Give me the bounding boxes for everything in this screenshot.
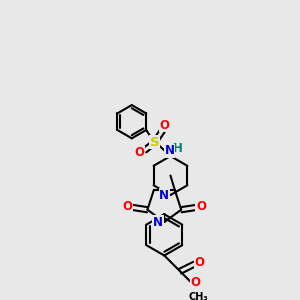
Text: O: O xyxy=(194,256,204,269)
Text: N: N xyxy=(165,144,175,158)
Text: CH₃: CH₃ xyxy=(188,292,208,300)
Text: S: S xyxy=(150,136,160,149)
Text: N: N xyxy=(159,188,169,202)
Text: O: O xyxy=(123,200,133,212)
Text: O: O xyxy=(159,118,170,132)
Text: O: O xyxy=(196,200,206,212)
Text: O: O xyxy=(191,276,201,289)
Text: N: N xyxy=(153,215,163,229)
Text: O: O xyxy=(135,146,145,159)
Text: H: H xyxy=(173,142,183,155)
